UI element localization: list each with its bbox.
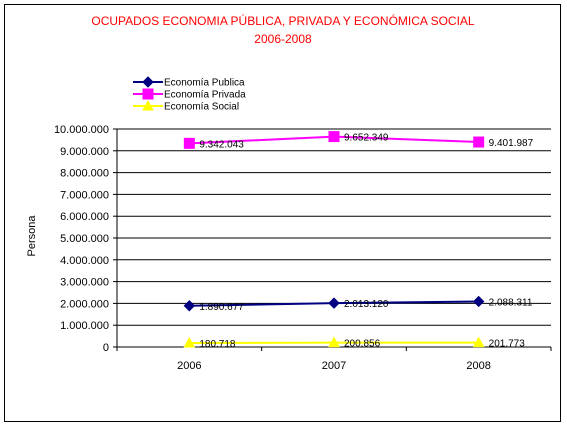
y-tick-label: 5.000.000 xyxy=(60,233,109,245)
y-tick-label: 9.000.000 xyxy=(60,146,109,158)
legend-marker xyxy=(142,99,154,111)
legend-marker xyxy=(142,88,154,100)
chart-title: OCUPADOS ECONOMIA PÚBLICA, PRIVADA Y ECO… xyxy=(91,13,475,28)
series-3: 180.718 200.856 201.773 xyxy=(183,336,526,350)
y-axis-ticks: 0 1.000.000 2.000.000 3.000.000 4.000.000 5.0… xyxy=(54,124,117,354)
data-label: 2.013.120 xyxy=(344,299,389,310)
data-point xyxy=(183,137,195,149)
data-point xyxy=(328,336,340,348)
legend-label: Economía Privada xyxy=(164,90,246,101)
series-1: 1.890.677 2.013.120 2.088.311 xyxy=(183,295,533,313)
y-tick-label: 6.000.000 xyxy=(60,211,109,223)
data-label: 2.088.311 xyxy=(489,297,533,308)
x-tick-label: 2008 xyxy=(466,360,490,372)
y-tick-label: 8.000.000 xyxy=(60,168,109,180)
data-label: 180.718 xyxy=(199,339,236,350)
data-label: 9.401.987 xyxy=(489,138,534,149)
data-point xyxy=(183,337,196,348)
y-tick-label: 2.000.000 xyxy=(60,298,109,310)
chart-frame xyxy=(4,4,561,422)
data-label: 1.890.677 xyxy=(199,302,244,313)
y-tick-label: 1.000.000 xyxy=(60,320,109,332)
x-axis-ticks: 2006 2007 2008 xyxy=(116,347,552,372)
x-tick-label: 2006 xyxy=(177,360,201,372)
data-point xyxy=(473,136,485,148)
x-tick-label: 2007 xyxy=(322,360,346,372)
data-point xyxy=(183,300,196,312)
data-point xyxy=(472,336,485,348)
data-label: 200.856 xyxy=(344,339,381,350)
y-tick-label: 4.000.000 xyxy=(60,255,109,267)
y-tick-label: 0 xyxy=(103,342,109,354)
legend-marker xyxy=(142,76,154,88)
data-point xyxy=(328,297,340,309)
legend-label: Economía Social xyxy=(164,102,239,113)
data-label: 9.342.043 xyxy=(199,139,244,150)
data-label: 9.652.349 xyxy=(344,133,389,144)
legend-item: Economía Privada xyxy=(133,88,246,101)
legend-item: Economía Publica xyxy=(133,76,245,89)
y-tick-label: 3.000.000 xyxy=(60,277,109,289)
y-tick-label: 7.000.000 xyxy=(60,189,109,201)
data-label: 201.773 xyxy=(489,339,526,350)
y-axis-title: Persona xyxy=(26,215,38,257)
data-point xyxy=(328,131,340,143)
series-layer: 1.890.677 2.013.120 2.088.311 9.342.043 9.65… xyxy=(183,131,534,350)
chart-subtitle: 2006-2008 xyxy=(254,32,312,46)
gridlines xyxy=(116,128,551,348)
legend-item: Economía Social xyxy=(133,99,239,113)
series-2: 9.342.043 9.652.349 9.401.987 xyxy=(183,131,534,150)
data-point xyxy=(472,295,485,308)
y-tick-label: 10.000.000 xyxy=(54,124,109,136)
legend-label: Economía Publica xyxy=(164,78,245,89)
